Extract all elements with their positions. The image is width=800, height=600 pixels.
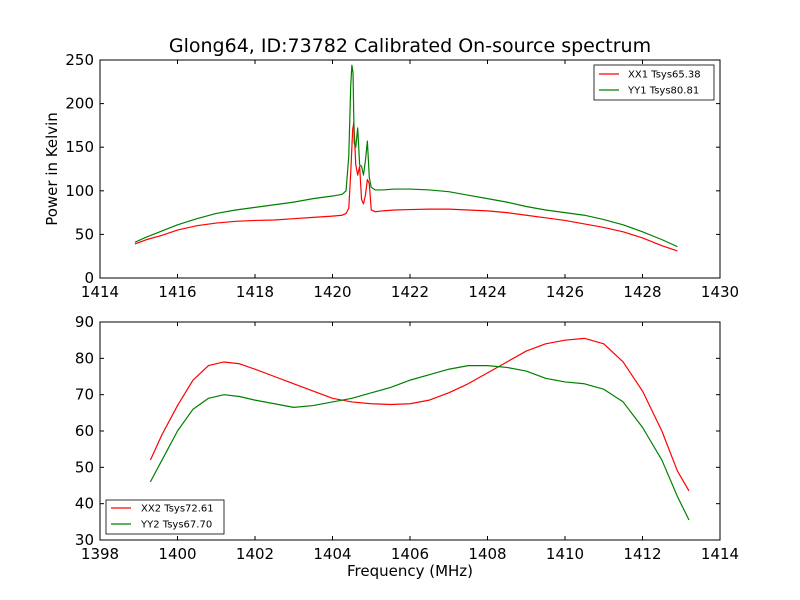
bottom-x-tick-label: 1398	[81, 545, 119, 563]
top-y-tick-label: 0	[84, 269, 94, 287]
bottom-y-tick-label: 40	[75, 495, 94, 513]
bottom-y-tick-label: 50	[75, 458, 94, 476]
bottom-y-tick-label: 90	[75, 313, 94, 331]
top-series-lines	[134, 64, 678, 252]
top-y-tick-label: 100	[65, 182, 94, 200]
top-legend-box	[593, 64, 715, 101]
bottom-y-tick-label: 70	[75, 386, 94, 404]
bottom-series-lines	[149, 337, 690, 521]
bottom-x-tick-label: 1408	[468, 545, 506, 563]
bottom-legend-label-yy2: YY2 Tsys67.70	[140, 520, 212, 531]
top-series-line-red	[134, 122, 678, 252]
bottom-x-tick-label: 1406	[391, 545, 429, 563]
bottom-x-tick-label: 1414	[701, 545, 739, 563]
top-x-tick-label: 1420	[313, 283, 351, 301]
top-legend-label-xx1: XX1 Tsys65.38	[628, 70, 701, 81]
bottom-y-tick-label: 60	[75, 422, 94, 440]
top-panel: 1414 1416 1418 1420 1422 1424 1426 1428 1430 0 50 1…	[43, 51, 739, 301]
bottom-x-tick-label: 1402	[236, 545, 274, 563]
bottom-x-axis-label: Frequency (MHz)	[347, 562, 473, 580]
top-series-line-green	[134, 64, 678, 248]
top-x-tick-label: 1418	[236, 283, 274, 301]
bottom-y-tick-label: 80	[75, 349, 94, 367]
top-x-tick-label: 1424	[468, 283, 506, 301]
top-y-tick-label: 200	[65, 95, 94, 113]
top-y-axis-label: Power in Kelvin	[43, 112, 61, 226]
bottom-legend: XX2 Tsys72.61 YY2 Tsys67.70	[105, 499, 225, 535]
bottom-series-line-red	[149, 337, 690, 492]
top-y-tick-label: 250	[65, 51, 94, 69]
top-x-tick-label: 1430	[701, 283, 739, 301]
bottom-axis-ticks: 1398 1400 1402 1404 1406 1408 1410 1412 1414 30 40…	[75, 313, 739, 563]
top-y-tick-label: 150	[65, 138, 94, 156]
bottom-x-tick-label: 1410	[546, 545, 584, 563]
top-y-tick-label: 50	[75, 225, 94, 243]
top-x-tick-label: 1428	[623, 283, 661, 301]
bottom-x-tick-label: 1404	[313, 545, 351, 563]
bottom-legend-label-xx2: XX2 Tsys72.61	[141, 504, 214, 515]
bottom-x-tick-label: 1400	[158, 545, 196, 563]
bottom-x-tick-label: 1412	[623, 545, 661, 563]
bottom-y-tick-label: 30	[75, 531, 94, 549]
bottom-panel: 1398 1400 1402 1404 1406 1408 1410 1412 1414 30 40…	[75, 313, 739, 580]
bottom-series-line-green	[149, 365, 690, 521]
top-axis-ticks: 1414 1416 1418 1420 1422 1424 1426 1428 1430 0 50 1…	[65, 51, 739, 301]
top-x-tick-label: 1416	[158, 283, 196, 301]
top-legend: XX1 Tsys65.38 YY1 Tsys80.81	[593, 64, 715, 101]
top-x-tick-label: 1426	[546, 283, 584, 301]
top-legend-label-yy1: YY1 Tsys80.81	[627, 86, 699, 97]
top-x-tick-label: 1414	[81, 283, 119, 301]
top-x-tick-label: 1422	[391, 283, 429, 301]
figure-title: Glong64, ID:73782 Calibrated On-source s…	[169, 35, 651, 57]
bottom-legend-box	[105, 499, 225, 535]
